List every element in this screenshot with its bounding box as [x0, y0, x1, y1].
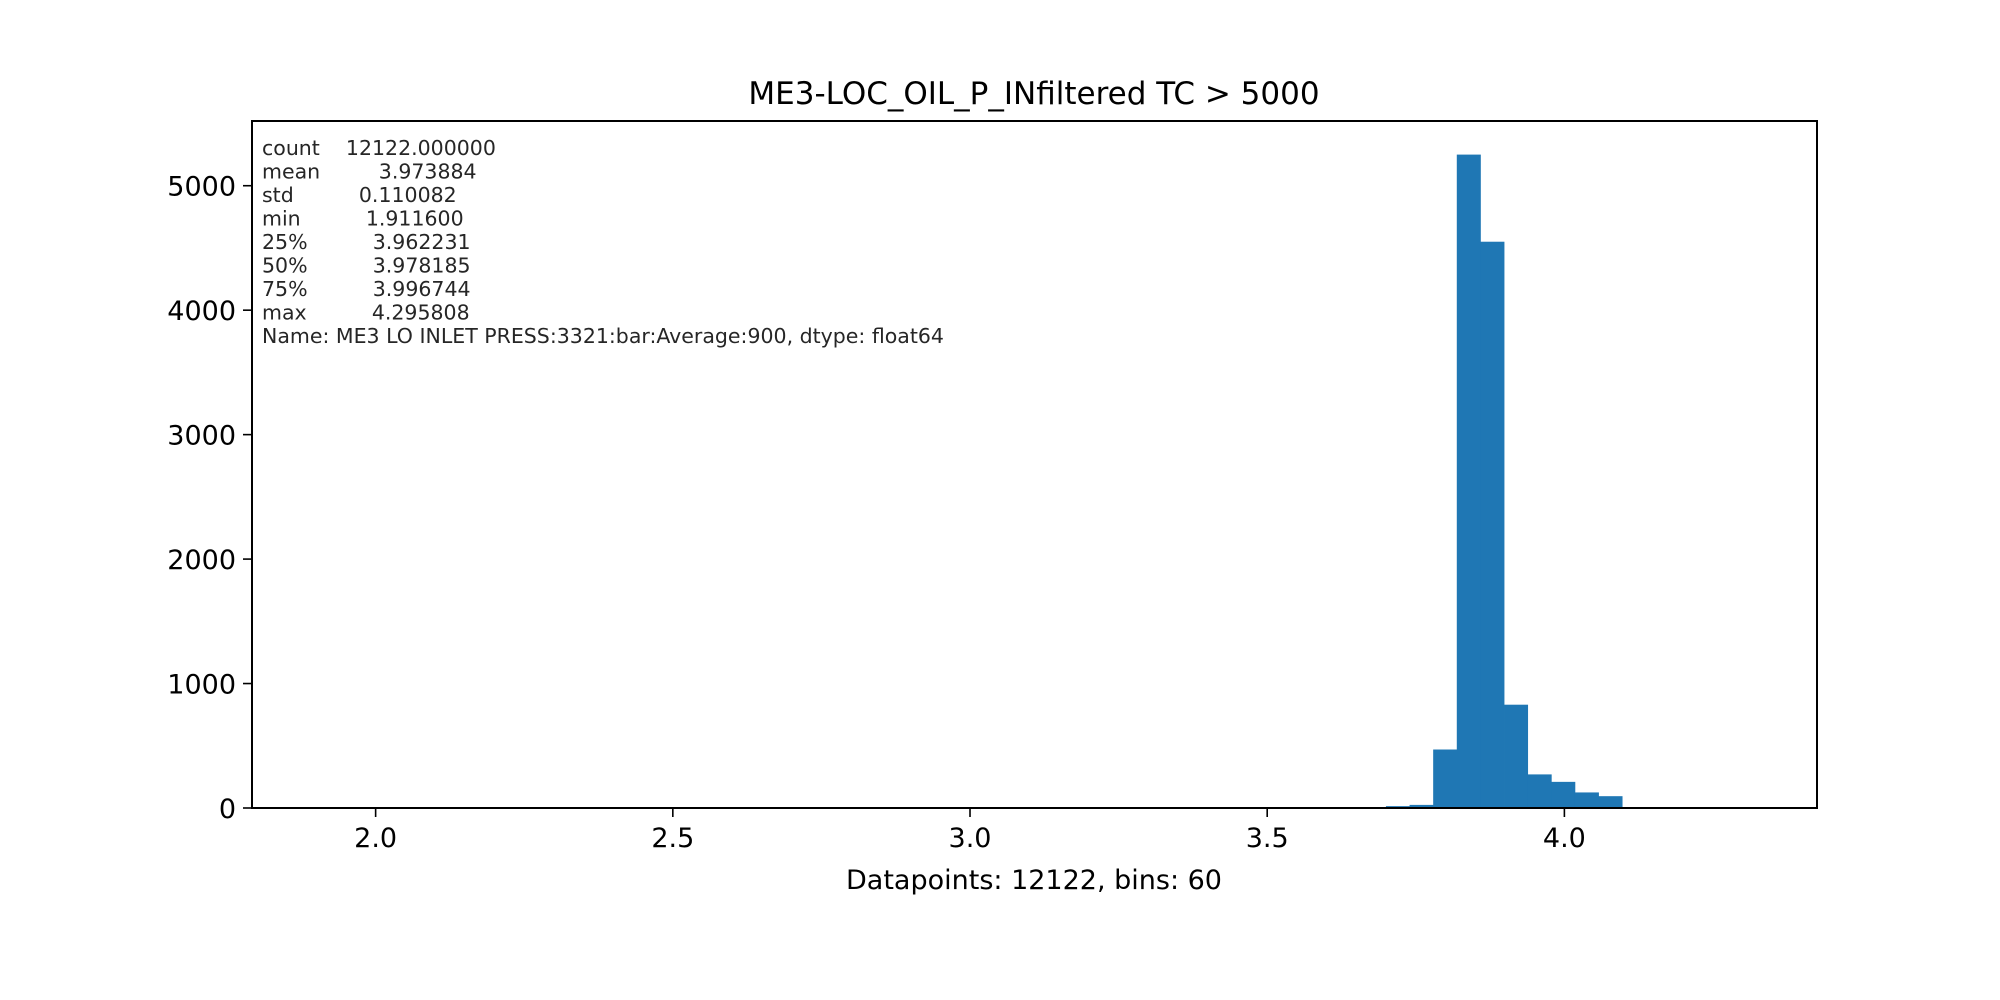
histogram-bar — [1456, 154, 1481, 809]
y-tick-label: 3000 — [167, 421, 236, 452]
stats-line: Name: ME3 LO INLET PRESS:3321:bar:Averag… — [262, 324, 944, 348]
y-tick-label: 2000 — [167, 545, 236, 576]
histogram-bar — [1574, 792, 1599, 808]
x-axis-ticks: 2.0 2.5 3.0 3.5 4.0 — [354, 808, 1586, 854]
stats-line: count 12122.000000 — [262, 136, 496, 160]
stats-line: 75% 3.996744 — [262, 277, 471, 301]
histogram-bar — [1433, 749, 1458, 808]
y-tick-label: 1000 — [167, 670, 236, 701]
stats-line: mean 3.973884 — [262, 160, 477, 184]
stats-line: 50% 3.978185 — [262, 254, 471, 278]
histogram-bar — [1409, 804, 1434, 808]
y-axis-ticks: 0 1000 2000 3000 4000 5000 — [167, 172, 252, 825]
axes-frame — [251, 120, 1818, 809]
stats-line: 25% 3.962231 — [262, 230, 471, 254]
y-tick-label: 4000 — [167, 296, 236, 327]
y-tick-label: 5000 — [167, 172, 236, 203]
plot-area — [252, 121, 1817, 808]
histogram-bar — [1504, 704, 1529, 808]
histogram-bar — [1598, 796, 1623, 808]
x-tick-label: 3.0 — [949, 823, 992, 854]
histogram-bar — [1527, 774, 1552, 808]
chart-title: ME3-LOC_OIL_P_INfiltered TC > 5000 — [748, 76, 1319, 112]
stats-line: std 0.110082 — [262, 183, 457, 207]
x-tick-label: 4.0 — [1543, 823, 1586, 854]
stats-line: min 1.911600 — [262, 207, 464, 231]
y-tick-label: 0 — [219, 794, 236, 825]
histogram-bar — [1480, 241, 1505, 809]
histogram-bar — [1551, 781, 1576, 808]
x-tick-label: 2.5 — [651, 823, 694, 854]
histogram-bars — [1338, 154, 1741, 809]
x-axis-label: Datapoints: 12122, bins: 60 — [846, 865, 1222, 896]
x-tick-label: 3.5 — [1246, 823, 1289, 854]
stats-summary: count 12122.000000 mean 3.973884 std 0.1… — [0, 0, 964, 348]
x-tick-label: 2.0 — [354, 823, 397, 854]
stats-line: max 4.295808 — [262, 301, 470, 325]
